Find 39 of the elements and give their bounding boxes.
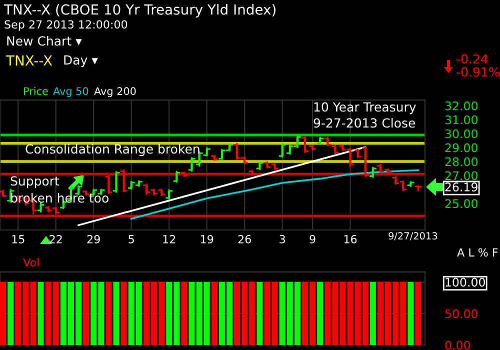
text: -0.91%: [456, 67, 500, 77]
text: A L % F: [457, 248, 498, 257]
y-tick-label: 32.00: [445, 101, 478, 110]
y-tick-label: 31.00: [445, 115, 478, 124]
y-tick-label: 27.00: [445, 171, 478, 180]
y-tick-label: 100.00: [446, 278, 485, 287]
y-tick-label: 50.00: [445, 309, 478, 318]
y-tick-label: 25.00: [445, 199, 478, 208]
chart-title: TNX--X (CBOE 10 Yr Treasury Yld Index): [4, 4, 276, 18]
y-tick-label: 28.00: [445, 157, 478, 166]
y-tick-label: 26.19: [445, 182, 478, 192]
line-series: [130, 169, 420, 220]
annotation: 10 Year Treasury: [314, 102, 416, 114]
text: 9/27/2013: [388, 232, 438, 240]
x-tick-label: 3: [280, 235, 285, 244]
annotation: Support: [10, 176, 60, 188]
x-tick-label: 5: [128, 235, 134, 244]
y-tick-label: 29.00: [445, 143, 478, 152]
y-tick-label: 0.00: [445, 340, 470, 350]
x-tick-label: 26: [238, 235, 251, 244]
text: Avg 200: [94, 87, 136, 98]
chart-title: Vol: [23, 258, 39, 267]
annotation: Consolidation Range broken: [26, 144, 200, 156]
text: -0.24: [456, 54, 488, 64]
chart-subtitle: Sep 27 2013 12:00:00: [4, 20, 128, 31]
x-tick-label: 22: [50, 235, 62, 244]
text: New Chart ▾: [7, 36, 82, 46]
text: Price: [24, 87, 48, 96]
annotation: 9-27-2013 Close: [314, 118, 416, 128]
x-tick-label: 9: [310, 235, 316, 244]
x-tick-label: 19: [200, 235, 214, 244]
text: Avg 50: [53, 87, 88, 98]
x-tick-label: 12: [163, 235, 176, 244]
x-tick-label: 29: [87, 235, 100, 244]
text: Day ▾: [64, 55, 98, 68]
x-tick-label: 15: [12, 235, 24, 244]
x-tick-label: 16: [344, 235, 357, 244]
y-tick-label: 30.00: [445, 129, 478, 138]
text: TNX--X: [6, 55, 52, 66]
